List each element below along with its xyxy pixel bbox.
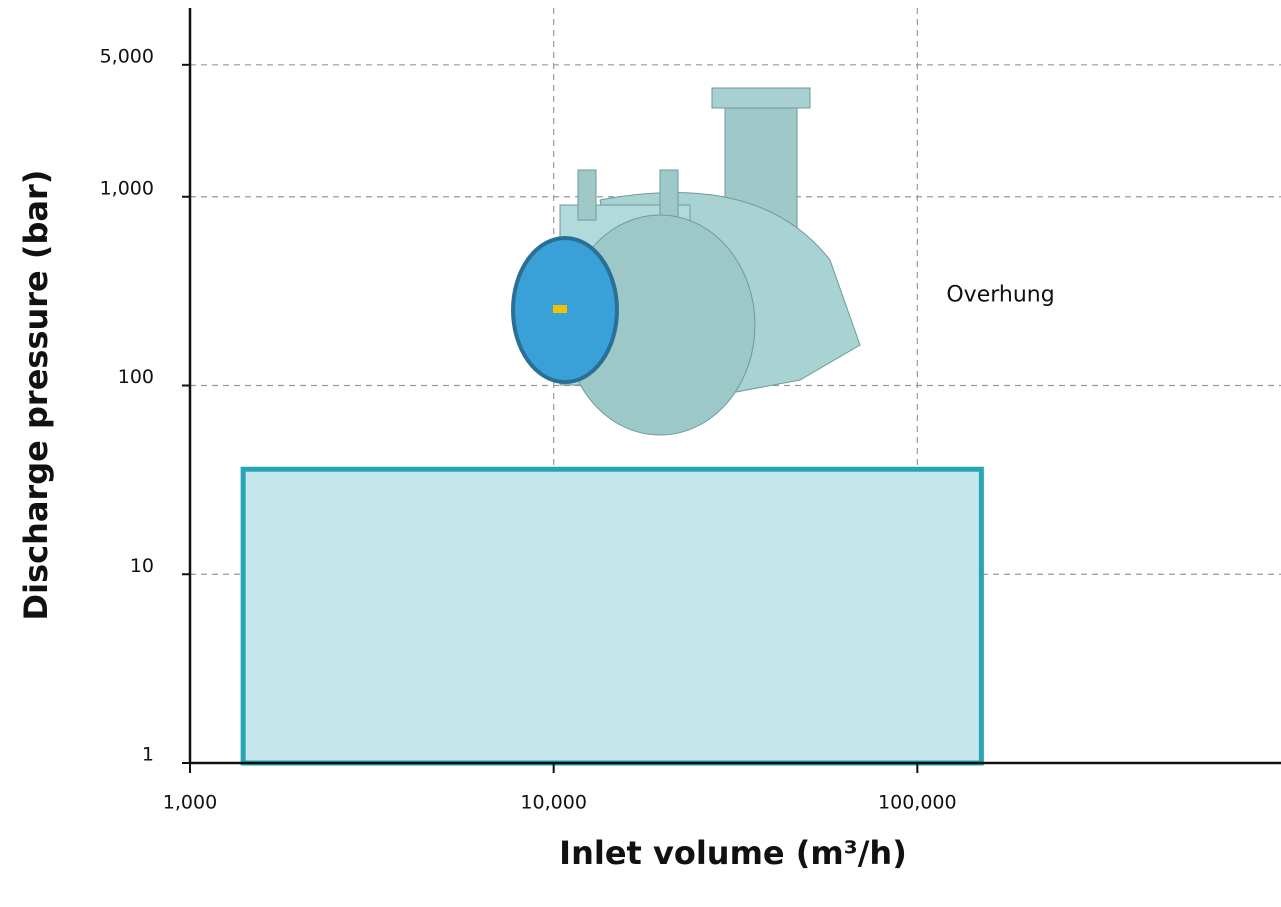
region (240, 466, 984, 766)
y-tick-label: 5,000 (100, 45, 154, 67)
compressor-illustration (511, 87, 861, 436)
x-tick-label: 100,000 (878, 792, 957, 814)
y-tick-label: 1 (142, 744, 154, 766)
y-tick-label: 1,000 (100, 177, 154, 199)
regions: Overhung (240, 282, 1055, 766)
y-tick-label: 100 (118, 366, 154, 388)
x-axis-title: Inlet volume (m³/h) (559, 834, 907, 872)
y-tick-label: 10 (130, 555, 154, 577)
x-tick-label: 10,000 (520, 792, 586, 814)
axes: 1 10 100 1,000 5,000 1,000 10,000 100,000 (100, 8, 1281, 814)
region-label: Overhung (946, 282, 1054, 307)
y-axis-title: Discharge pressure (bar) (17, 170, 55, 621)
x-tick-label: 1,000 (163, 792, 217, 814)
